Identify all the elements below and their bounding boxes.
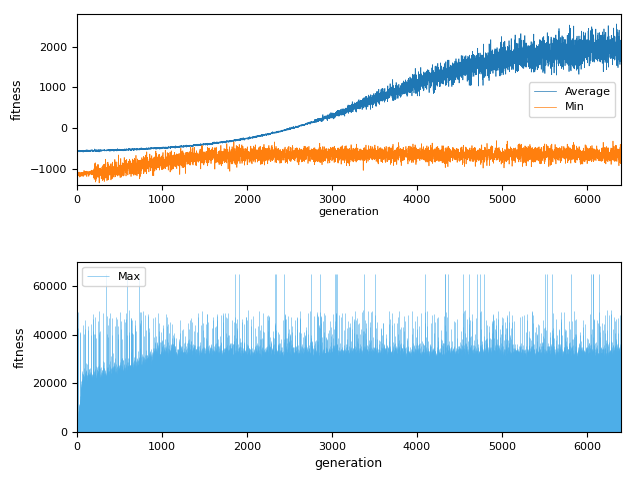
Average [617,57,625,63]
Average [612,21,620,27]
Average [157,145,165,151]
Average [219,139,227,144]
Y-axis label: fitness: fitness [11,79,24,120]
X-axis label: generation: generation [315,457,383,470]
Min [157,167,165,172]
Average [122,147,129,153]
Min [213,158,221,164]
Min [493,138,500,144]
X-axis label: generation: generation [318,207,380,217]
Min [73,171,81,177]
Min [122,160,129,166]
Line: Average: Average [77,24,621,152]
Min [219,154,227,160]
Legend: Max: Max [83,267,145,286]
Average [138,146,146,152]
Legend: Average, Min: Average, Min [529,83,615,117]
Average [73,148,81,154]
Min [95,180,103,186]
Average [79,149,87,155]
Y-axis label: fitness: fitness [13,326,26,368]
Average [213,140,221,145]
Min [617,145,625,151]
Line: Min: Min [77,141,621,183]
Average [502,69,509,74]
Min [502,154,509,159]
Min [138,158,146,164]
